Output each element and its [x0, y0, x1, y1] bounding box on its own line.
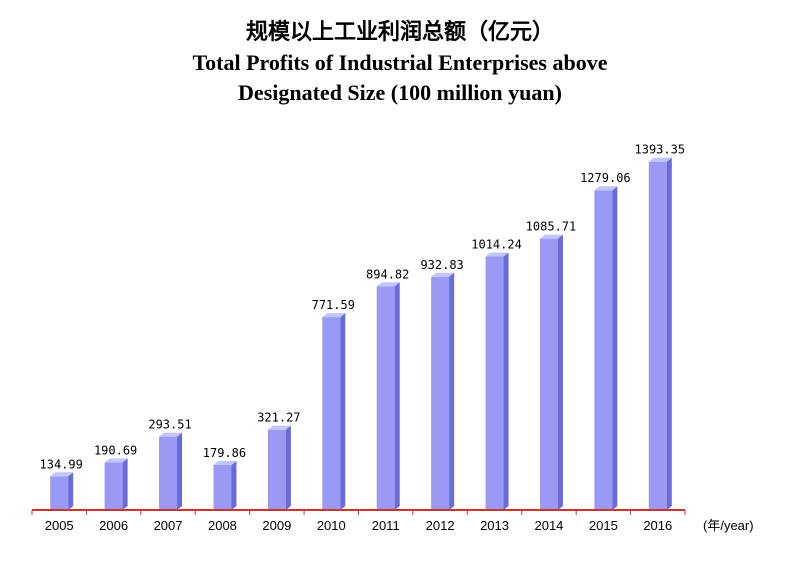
bar-2009	[267, 425, 291, 510]
bar-face-2005	[50, 476, 69, 510]
bar-face-2006	[104, 462, 123, 510]
bar-2013	[485, 252, 509, 510]
bar-2010	[322, 313, 346, 510]
bar-top-2014	[539, 234, 563, 239]
bar-2016	[648, 157, 672, 510]
bar-face-2009	[267, 429, 286, 510]
bar-side-2008	[231, 461, 237, 510]
bar-face-2012	[431, 276, 450, 510]
tick-label-2012: 2012	[426, 518, 455, 533]
data-label-2008: 179.86	[203, 446, 246, 460]
bar-top-2005	[50, 472, 74, 477]
tick-label-2016: 2016	[643, 518, 672, 533]
bar-2006	[104, 458, 128, 510]
bar-side-2005	[68, 472, 74, 510]
bar-top-2010	[322, 313, 346, 318]
data-label-2014: 1085.71	[526, 220, 577, 234]
bar-side-2011	[394, 282, 400, 510]
tick-label-2014: 2014	[534, 518, 563, 533]
bar-2015	[594, 186, 618, 511]
bar-2005	[50, 472, 74, 510]
bar-2011	[376, 282, 400, 510]
bar-top-2012	[431, 272, 455, 277]
bar-face-2015	[594, 190, 613, 511]
tick-label-2005: 2005	[45, 518, 74, 533]
bar-top-2007	[159, 432, 183, 437]
bar-face-2014	[539, 238, 558, 510]
chart-title: 规模以上工业利润总额（亿元） Total Profits of Industri…	[0, 18, 800, 108]
bar-side-2013	[503, 252, 509, 510]
bar-top-2013	[485, 252, 509, 257]
data-label-2007: 293.51	[148, 418, 191, 432]
tick-label-2010: 2010	[317, 518, 346, 533]
bars-layer: 134.99 190.69 293.51 179.86 321.27 771.59 894.…	[40, 143, 686, 511]
data-label-2009: 321.27	[257, 411, 300, 425]
data-label-2015: 1279.06	[580, 171, 631, 185]
tick-label-2013: 2013	[480, 518, 509, 533]
tick-label-2007: 2007	[154, 518, 183, 533]
ticks-layer: 2005 2006 2007 2008 2009 2010 2011 2012 2013 2014…	[31, 510, 686, 533]
bar-side-2007	[177, 432, 183, 510]
bar-side-2006	[122, 458, 128, 510]
data-label-2005: 134.99	[40, 457, 83, 471]
data-label-2006: 190.69	[94, 443, 137, 457]
bar-face-2011	[376, 286, 395, 510]
bar-top-2011	[376, 282, 400, 287]
bar-face-2007	[159, 436, 178, 510]
data-label-2013: 1014.24	[471, 237, 522, 251]
bar-side-2010	[340, 313, 346, 510]
bar-face-2008	[213, 465, 232, 510]
bar-2014	[539, 234, 563, 510]
chart-title-en-line1: Total Profits of Industrial Enterprises …	[192, 50, 608, 75]
bar-top-2009	[267, 425, 291, 430]
tick-label-2008: 2008	[208, 518, 237, 533]
bar-side-2009	[285, 425, 291, 510]
tick-label-2009: 2009	[262, 518, 291, 533]
bar-face-2013	[485, 256, 504, 510]
bar-side-2014	[557, 234, 563, 510]
tick-label-2006: 2006	[99, 518, 128, 533]
x-axis-unit-label: (年/year)	[703, 518, 754, 533]
data-label-2011: 894.82	[366, 267, 409, 281]
bar-side-2016	[666, 157, 672, 510]
bar-face-2016	[648, 161, 667, 510]
bar-face-2010	[322, 317, 341, 510]
bar-2008	[213, 461, 237, 510]
data-label-2012: 932.83	[420, 258, 463, 272]
chart-title-zh: 规模以上工业利润总额（亿元）	[245, 20, 554, 45]
data-label-2010: 771.59	[312, 298, 355, 312]
bar-top-2016	[648, 157, 672, 162]
bar-top-2015	[594, 186, 618, 191]
data-label-2016: 1393.35	[635, 143, 686, 157]
bar-top-2008	[213, 461, 237, 466]
bar-side-2015	[612, 186, 618, 511]
chart-title-en-line2: Designated Size (100 million yuan)	[238, 80, 562, 105]
bar-2012	[431, 272, 455, 510]
bar-2007	[159, 432, 183, 510]
bar-top-2006	[104, 458, 128, 463]
tick-label-2011: 2011	[372, 518, 400, 533]
bar-side-2012	[449, 272, 455, 510]
tick-label-2015: 2015	[589, 518, 618, 533]
